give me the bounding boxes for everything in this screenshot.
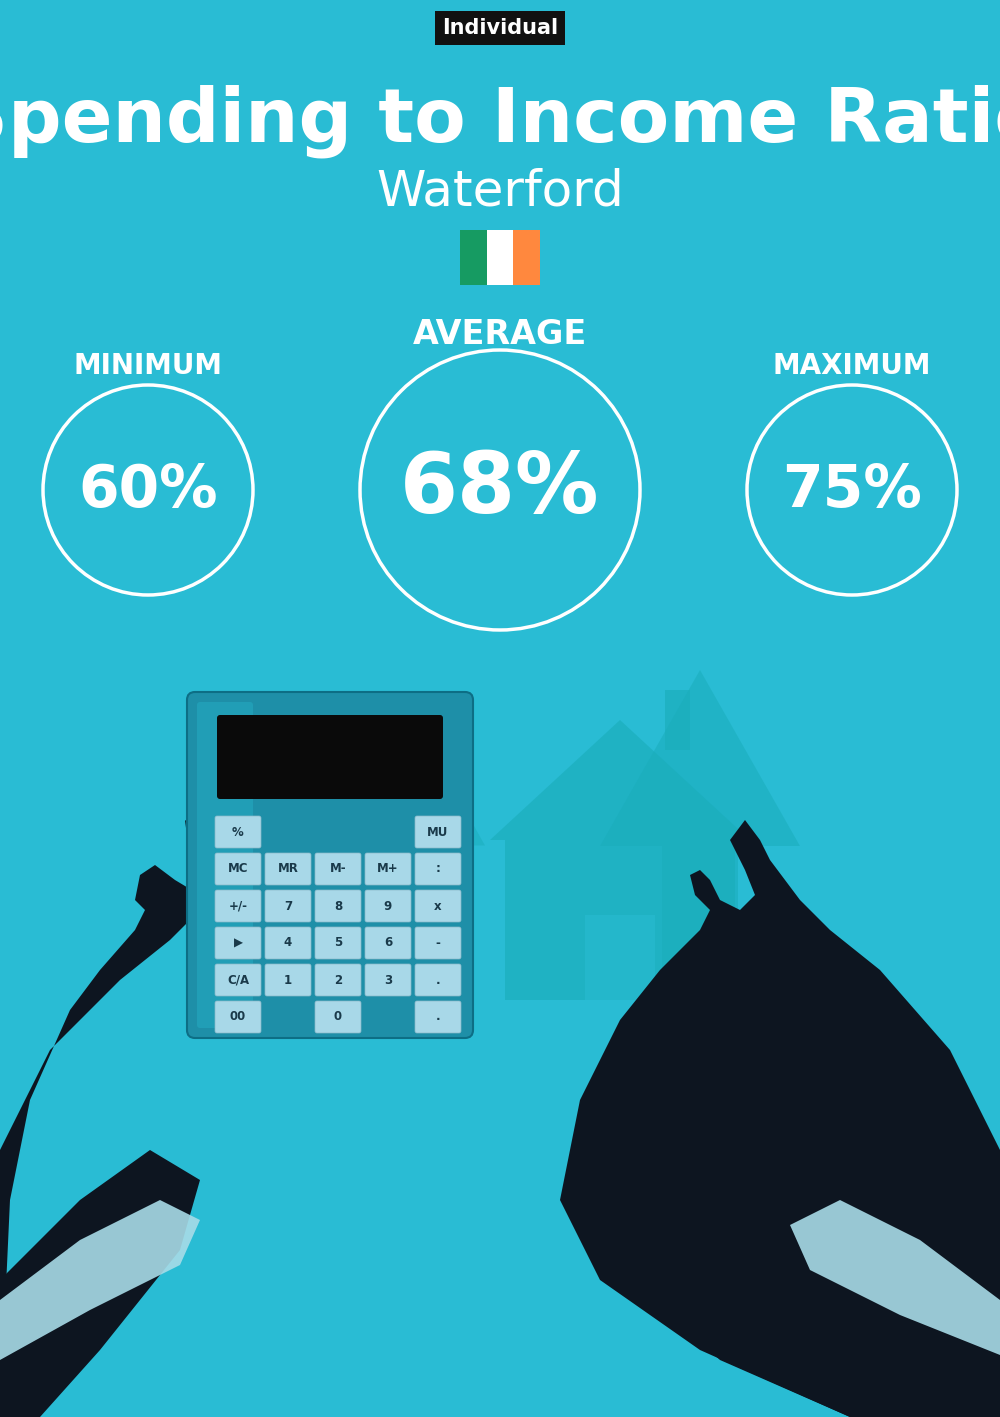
Text: MINIMUM: MINIMUM <box>74 351 222 380</box>
Text: M-: M- <box>330 863 346 876</box>
FancyBboxPatch shape <box>315 964 361 996</box>
FancyBboxPatch shape <box>365 890 411 922</box>
Text: ▶: ▶ <box>234 937 242 949</box>
Bar <box>505 840 735 1000</box>
Bar <box>640 1168 750 1178</box>
Text: Waterford: Waterford <box>376 169 624 215</box>
Text: %: % <box>232 826 244 839</box>
Text: 3: 3 <box>384 973 392 986</box>
Bar <box>513 230 540 285</box>
Text: 8: 8 <box>334 900 342 913</box>
Text: +/-: +/- <box>228 900 248 913</box>
FancyBboxPatch shape <box>215 927 261 959</box>
FancyBboxPatch shape <box>265 890 311 922</box>
Polygon shape <box>600 670 800 846</box>
Ellipse shape <box>760 1020 900 1180</box>
FancyBboxPatch shape <box>215 816 261 847</box>
Ellipse shape <box>670 1073 770 1187</box>
FancyBboxPatch shape <box>215 853 261 886</box>
Text: 9: 9 <box>384 900 392 913</box>
FancyBboxPatch shape <box>365 927 411 959</box>
FancyBboxPatch shape <box>197 701 253 1027</box>
Text: 4: 4 <box>284 937 292 949</box>
Bar <box>662 846 738 990</box>
Polygon shape <box>0 820 220 1417</box>
Bar <box>394 846 446 939</box>
Text: 75%: 75% <box>782 462 922 519</box>
FancyBboxPatch shape <box>265 927 311 959</box>
Bar <box>640 1185 750 1195</box>
Bar <box>640 1161 750 1170</box>
Polygon shape <box>560 820 1000 1417</box>
FancyBboxPatch shape <box>415 816 461 847</box>
Text: Spending to Income Ratio: Spending to Income Ratio <box>0 85 1000 159</box>
FancyBboxPatch shape <box>315 890 361 922</box>
FancyBboxPatch shape <box>315 1000 361 1033</box>
FancyBboxPatch shape <box>217 716 443 799</box>
FancyBboxPatch shape <box>315 927 361 959</box>
Polygon shape <box>230 779 330 869</box>
Text: 68%: 68% <box>400 449 600 530</box>
FancyBboxPatch shape <box>215 1000 261 1033</box>
Text: :: : <box>436 863 440 876</box>
Text: -: - <box>436 937 440 949</box>
Bar <box>640 1176 750 1186</box>
Text: 00: 00 <box>230 1010 246 1023</box>
Text: .: . <box>436 973 440 986</box>
Bar <box>460 230 487 285</box>
Text: MC: MC <box>228 863 248 876</box>
Text: .: . <box>436 1010 440 1023</box>
Polygon shape <box>0 1200 200 1360</box>
Text: x: x <box>434 900 442 913</box>
Text: M+: M+ <box>377 863 399 876</box>
Text: AVERAGE: AVERAGE <box>413 317 587 351</box>
FancyBboxPatch shape <box>365 964 411 996</box>
Bar <box>700 1056 740 1097</box>
Bar <box>259 869 301 939</box>
Polygon shape <box>355 730 485 846</box>
Text: 6: 6 <box>384 937 392 949</box>
Text: MAXIMUM: MAXIMUM <box>773 351 931 380</box>
Bar <box>487 230 513 285</box>
Polygon shape <box>490 720 750 840</box>
Bar <box>640 1192 750 1202</box>
Polygon shape <box>590 1175 1000 1417</box>
FancyBboxPatch shape <box>415 1000 461 1033</box>
Bar <box>808 1000 852 1056</box>
Text: 0: 0 <box>334 1010 342 1023</box>
Bar <box>665 690 690 750</box>
Text: 5: 5 <box>334 937 342 949</box>
Text: 2: 2 <box>334 973 342 986</box>
FancyBboxPatch shape <box>215 964 261 996</box>
Bar <box>585 915 655 1000</box>
FancyBboxPatch shape <box>415 964 461 996</box>
Text: 7: 7 <box>284 900 292 913</box>
FancyBboxPatch shape <box>215 890 261 922</box>
Text: $: $ <box>813 1081 847 1129</box>
Polygon shape <box>790 1200 1000 1355</box>
FancyBboxPatch shape <box>265 853 311 886</box>
Text: 1: 1 <box>284 973 292 986</box>
Text: MU: MU <box>427 826 449 839</box>
Text: Individual: Individual <box>442 18 558 38</box>
Text: MR: MR <box>278 863 298 876</box>
FancyBboxPatch shape <box>415 927 461 959</box>
Polygon shape <box>0 1151 200 1417</box>
Text: C/A: C/A <box>227 973 249 986</box>
FancyBboxPatch shape <box>265 964 311 996</box>
Text: 60%: 60% <box>78 462 218 519</box>
FancyBboxPatch shape <box>315 853 361 886</box>
FancyBboxPatch shape <box>415 890 461 922</box>
FancyBboxPatch shape <box>415 853 461 886</box>
FancyBboxPatch shape <box>187 691 473 1039</box>
FancyBboxPatch shape <box>365 853 411 886</box>
